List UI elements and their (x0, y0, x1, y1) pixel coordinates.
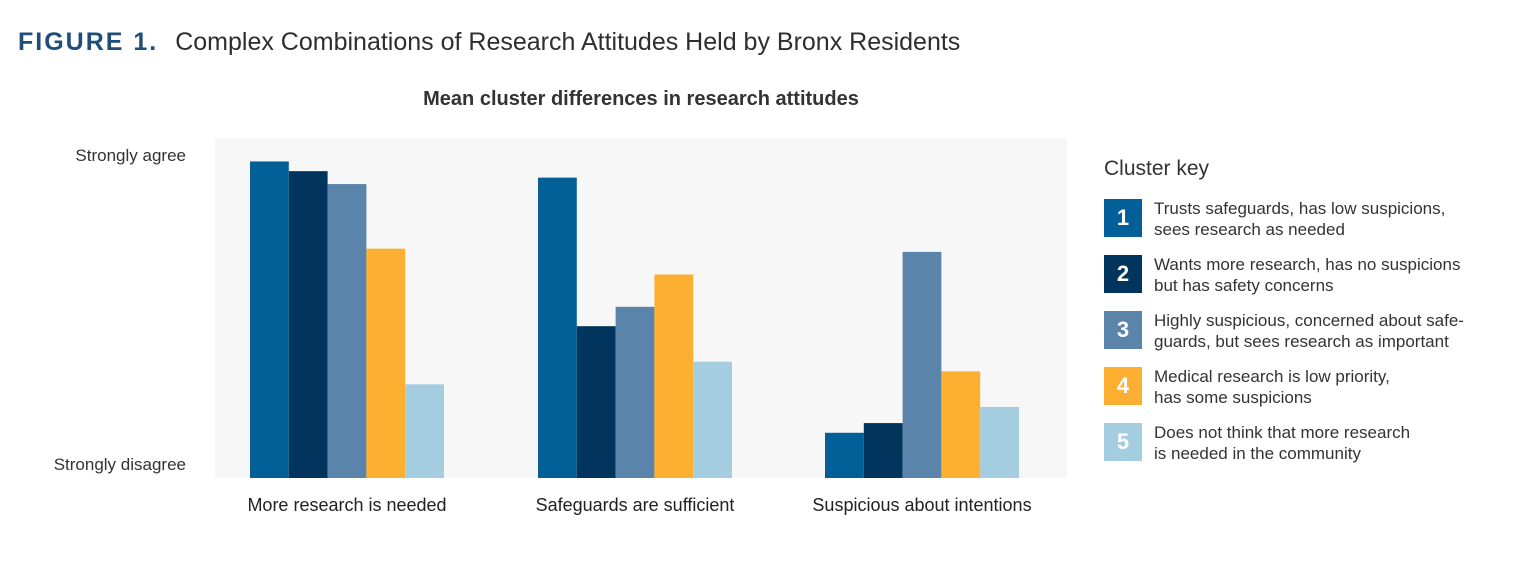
bar-3-cluster-5 (980, 406, 1019, 478)
bar-1-cluster-2 (288, 171, 328, 478)
bar-2-cluster-4 (654, 274, 694, 478)
legend-swatch: 3 (1104, 311, 1142, 349)
y-tick-label-bottom: Strongly disagree (54, 455, 186, 474)
legend-swatch: 1 (1104, 199, 1142, 237)
bar-1-cluster-5 (405, 384, 444, 478)
legend-title: Cluster key (1104, 157, 1210, 180)
legend-text: Highly suspicious, concerned about safe-… (1154, 311, 1464, 351)
legend-swatch: 4 (1104, 367, 1142, 405)
legend-item: 2 Wants more research, has no suspicions … (1104, 247, 1524, 303)
legend-text: Does not think that more research is nee… (1154, 423, 1411, 463)
bar-3-cluster-3 (902, 251, 942, 478)
figure-label: FIGURE 1. (18, 28, 159, 56)
y-tick-label-top: Strongly agree (75, 146, 186, 165)
bar-3-cluster-2 (863, 423, 903, 478)
legend-item: 1 Trusts safeguards, has low suspicions, … (1104, 191, 1524, 247)
legend-swatch: 5 (1104, 423, 1142, 461)
legend-swatch: 2 (1104, 255, 1142, 293)
bar-2-cluster-2 (576, 326, 616, 478)
bar-3-cluster-1 (825, 432, 864, 478)
legend-text: Wants more research, has no suspicions b… (1154, 255, 1461, 295)
chart-title: Mean cluster differences in research att… (423, 88, 859, 110)
bar-2-cluster-1 (538, 177, 577, 479)
legend-item: 4 Medical research is low priority, has s… (1104, 359, 1524, 415)
bar-1-cluster-4 (366, 248, 406, 478)
figure-title: FIGURE 1. Complex Combinations of Resear… (18, 28, 960, 57)
x-tick-label: More research is needed (247, 495, 446, 515)
legend-item: 3 Highly suspicious, concerned about safe… (1104, 303, 1524, 359)
legend: Cluster key 1 Trusts safeguards, has low … (1104, 157, 1524, 471)
legend-text: Medical research is low priority, has so… (1154, 367, 1390, 407)
bar-2-cluster-5 (693, 361, 732, 478)
bar-1-cluster-1 (250, 161, 289, 478)
bar-chart: Strongly agree Strongly disagree More rese… (53, 146, 1032, 515)
legend-items: 1 Trusts safeguards, has low suspicions, … (1104, 191, 1524, 471)
legend-text: Trusts safeguards, has low suspicions, s… (1154, 199, 1446, 239)
bar-3-cluster-4 (941, 371, 981, 478)
bar-2-cluster-3 (615, 306, 655, 478)
legend-item: 5 Does not think that more research is ne… (1104, 415, 1524, 471)
x-tick-label: Suspicious about intentions (812, 495, 1031, 515)
x-tick-label: Safeguards are sufficient (536, 495, 735, 515)
bar-1-cluster-3 (327, 184, 367, 478)
figure-title-text: Complex Combinations of Research Attitud… (175, 28, 961, 56)
